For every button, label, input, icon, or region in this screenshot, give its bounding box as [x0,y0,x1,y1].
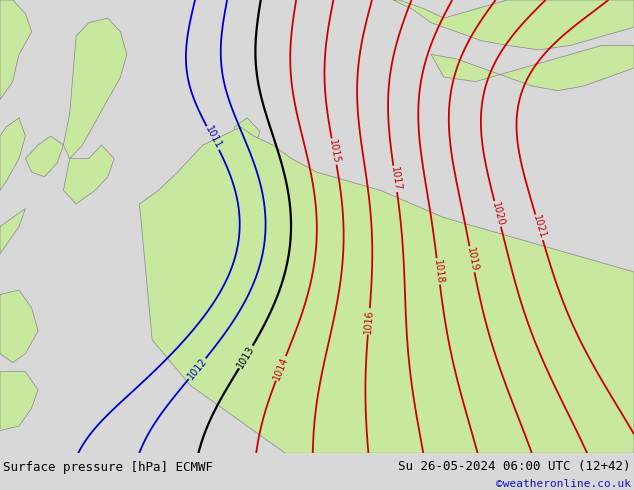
Text: 1019: 1019 [465,246,479,272]
Text: Su 26-05-2024 06:00 UTC (12+42): Su 26-05-2024 06:00 UTC (12+42) [398,460,631,473]
Text: 1018: 1018 [432,259,445,284]
Polygon shape [0,0,32,100]
Polygon shape [0,371,38,431]
Polygon shape [393,0,634,50]
Text: 1016: 1016 [363,309,375,334]
Polygon shape [139,127,634,453]
Text: 1014: 1014 [271,355,290,382]
Polygon shape [235,118,260,159]
Polygon shape [63,145,114,204]
Text: 1017: 1017 [389,166,402,192]
Polygon shape [431,46,634,91]
Text: 1020: 1020 [489,200,505,227]
Text: 1011: 1011 [203,125,223,151]
Text: 1013: 1013 [235,344,257,370]
Text: 1021: 1021 [531,214,547,241]
Text: ©weatheronline.co.uk: ©weatheronline.co.uk [496,480,631,490]
Text: Surface pressure [hPa] ECMWF: Surface pressure [hPa] ECMWF [3,462,213,474]
Polygon shape [0,209,25,254]
Polygon shape [63,18,127,159]
Polygon shape [0,118,25,190]
Text: 1012: 1012 [186,356,209,381]
Polygon shape [25,136,63,177]
Text: 1015: 1015 [327,139,341,165]
Polygon shape [0,290,38,363]
